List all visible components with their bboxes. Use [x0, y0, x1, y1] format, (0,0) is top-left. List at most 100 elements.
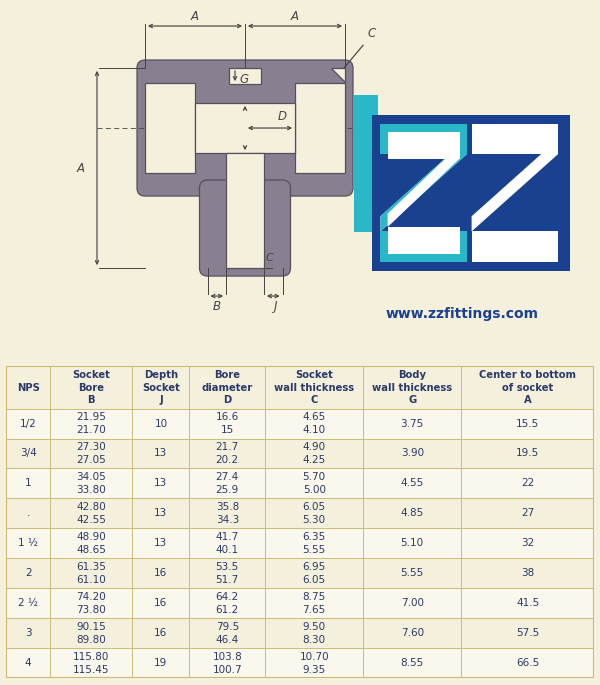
Text: 41.5: 41.5 — [516, 598, 539, 608]
Bar — [190, 588, 265, 619]
Text: Center to bottom
of socket
A: Center to bottom of socket A — [479, 370, 576, 406]
Text: 5.70
5.00: 5.70 5.00 — [302, 472, 326, 495]
Bar — [133, 648, 190, 678]
Text: 16: 16 — [154, 569, 167, 578]
Text: .: . — [26, 508, 30, 519]
Text: 57.5: 57.5 — [516, 628, 539, 638]
Text: 7.60: 7.60 — [401, 628, 424, 638]
Bar — [50, 469, 133, 499]
Bar — [190, 438, 265, 469]
Text: 16: 16 — [154, 628, 167, 638]
Bar — [6, 366, 50, 408]
Bar — [265, 619, 363, 648]
FancyBboxPatch shape — [199, 180, 290, 276]
Text: 48.90
48.65: 48.90 48.65 — [76, 532, 106, 555]
Bar — [6, 469, 50, 499]
Text: 79.5
46.4: 79.5 46.4 — [215, 622, 239, 645]
Text: 19: 19 — [154, 658, 167, 668]
Bar — [372, 115, 570, 271]
Text: 2 ½: 2 ½ — [18, 598, 38, 608]
Bar — [6, 558, 50, 588]
Text: 3.90: 3.90 — [401, 449, 424, 458]
Bar — [388, 227, 460, 254]
Bar — [265, 588, 363, 619]
Text: 2: 2 — [25, 569, 31, 578]
Text: 27.4
25.9: 27.4 25.9 — [215, 472, 239, 495]
Bar — [190, 469, 265, 499]
Bar — [50, 558, 133, 588]
Text: 115.80
115.45: 115.80 115.45 — [73, 651, 110, 675]
Bar — [50, 588, 133, 619]
Polygon shape — [388, 145, 460, 227]
Bar — [363, 558, 461, 588]
Text: 8.55: 8.55 — [401, 658, 424, 668]
Bar — [363, 619, 461, 648]
Bar — [461, 469, 594, 499]
Text: 27: 27 — [521, 508, 534, 519]
Bar — [461, 438, 594, 469]
Polygon shape — [472, 139, 558, 232]
Text: 19.5: 19.5 — [516, 449, 539, 458]
Text: 22: 22 — [521, 478, 534, 488]
Bar — [265, 438, 363, 469]
Text: 42.80
42.55: 42.80 42.55 — [76, 502, 106, 525]
Text: 13: 13 — [154, 538, 167, 549]
Text: 10: 10 — [154, 419, 167, 429]
Text: Socket
wall thickness
C: Socket wall thickness C — [274, 370, 354, 406]
Bar — [380, 232, 467, 262]
Text: 21.7
20.2: 21.7 20.2 — [215, 442, 239, 465]
Bar — [50, 499, 133, 528]
Text: 4.90
4.25: 4.90 4.25 — [302, 442, 326, 465]
Text: 5.10: 5.10 — [401, 538, 424, 549]
Bar — [190, 528, 265, 558]
Text: C: C — [266, 253, 274, 263]
Text: 90.15
89.80: 90.15 89.80 — [76, 622, 106, 645]
Text: 61.35
61.10: 61.35 61.10 — [76, 562, 106, 585]
Text: J: J — [274, 299, 277, 312]
Bar — [50, 648, 133, 678]
Text: 15.5: 15.5 — [516, 419, 539, 429]
Text: A: A — [291, 10, 299, 23]
FancyBboxPatch shape — [137, 60, 353, 196]
Text: NPS: NPS — [17, 382, 40, 393]
Text: 34.05
33.80: 34.05 33.80 — [76, 472, 106, 495]
Bar — [472, 232, 558, 262]
Bar — [50, 408, 133, 438]
Bar — [6, 588, 50, 619]
Text: 16.6
15: 16.6 15 — [215, 412, 239, 435]
Bar — [461, 619, 594, 648]
Text: Body
wall thickness
G: Body wall thickness G — [372, 370, 452, 406]
Bar — [472, 124, 558, 154]
Text: 4.55: 4.55 — [401, 478, 424, 488]
Bar — [195, 103, 295, 153]
Bar — [265, 469, 363, 499]
Text: 74.20
73.80: 74.20 73.80 — [76, 592, 106, 614]
Bar — [461, 528, 594, 558]
Bar — [461, 588, 594, 619]
Bar — [265, 366, 363, 408]
Bar — [380, 124, 467, 154]
Bar — [50, 619, 133, 648]
Text: www.zzfittings.com: www.zzfittings.com — [386, 307, 539, 321]
Bar — [6, 528, 50, 558]
Bar — [133, 528, 190, 558]
Text: 7.00: 7.00 — [401, 598, 424, 608]
Bar — [388, 132, 460, 158]
Bar — [265, 558, 363, 588]
Bar — [295, 83, 345, 173]
Bar — [380, 124, 467, 154]
Bar — [461, 408, 594, 438]
Bar — [145, 83, 195, 173]
Bar — [190, 558, 265, 588]
Polygon shape — [331, 68, 345, 82]
Bar — [6, 499, 50, 528]
Bar — [190, 366, 265, 408]
Text: 16: 16 — [154, 598, 167, 608]
Bar — [265, 408, 363, 438]
Bar — [229, 68, 261, 84]
Bar — [133, 499, 190, 528]
Text: 3.75: 3.75 — [401, 419, 424, 429]
Text: A: A — [77, 162, 85, 175]
Polygon shape — [380, 139, 467, 232]
Bar — [190, 648, 265, 678]
